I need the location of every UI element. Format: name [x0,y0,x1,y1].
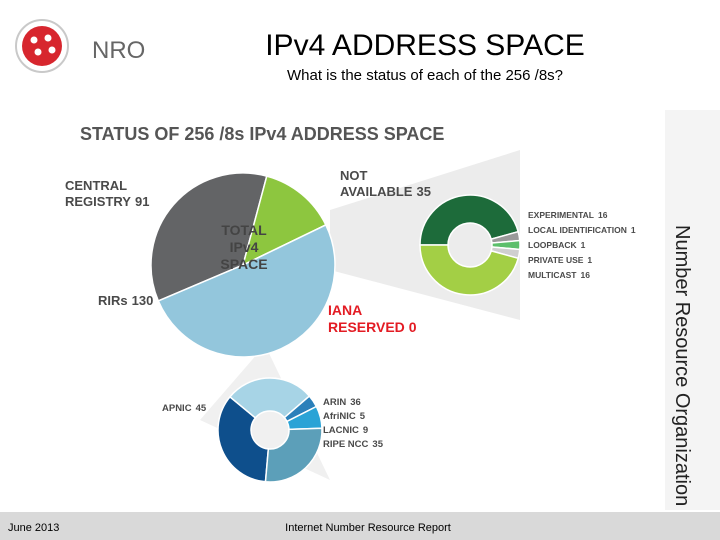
label-part: 5 [359,411,366,422]
label-part: NOT AVAILABLE [340,168,413,199]
slice [150,172,268,302]
label-part: APNIC [162,403,192,414]
slice [217,395,270,483]
label-part: TOTAL IPv4 SPACE [220,222,268,272]
logo-dot [34,48,42,56]
label-part: LACNIC [323,425,359,436]
slice-label: RIRs 130 [98,293,178,309]
center-label: TOTAL IPv4 SPACE [213,222,275,272]
label-part: PRIVATE USE [528,255,584,265]
legend-label: MULTICAST 16 [528,270,678,280]
label-part: EXPERIMENTAL [528,210,594,220]
footer-report: Internet Number Resource Report [285,522,451,534]
legend-label: RIPE NCC 35 [323,439,423,450]
legend-label: LOOPBACK 1 [528,240,678,250]
label-part: ARIN [323,397,347,408]
side-text: Number Resource Organization [671,225,693,506]
footer-date: June 2013 [8,522,59,534]
label-part: RIPE NCC [323,439,369,450]
legend-label: EXPERIMENTAL 16 [528,210,678,220]
legend-label: LOCAL IDENTIFICATION 1 [528,225,678,235]
legend-label: APNIC 45 [162,403,242,414]
logo-disc [22,26,62,66]
logo-dot [44,34,52,42]
label-part: 35 [416,183,431,199]
label-part: 16 [580,270,590,280]
logo: NRO [15,19,145,73]
legend-label: AfriNIC 5 [323,411,423,422]
label-part: 91 [134,193,150,209]
side-band [665,110,720,510]
slice-label: CENTRAL REGISTRY 91 [65,178,195,209]
slide-subtitle: What is the status of each of the 256 /8… [287,67,563,84]
slice [264,427,323,483]
legend-label: PRIVATE USE 1 [528,255,678,265]
label-part: 36 [350,397,361,408]
slice [157,223,336,358]
legend-label: ARIN 36 [323,397,423,408]
label-part: 1 [587,255,593,265]
label-part: MULTICAST [528,270,577,280]
label-part: AfriNIC [323,411,356,422]
chart-title: STATUS OF 256 /8s IPv4 ADDRESS SPACE [80,124,444,144]
logo-text: NRO [92,37,145,64]
slice [241,175,327,267]
logo-ring [15,19,69,73]
label-part: LOOPBACK [528,240,577,250]
label-part: CENTRAL REGISTRY [65,178,131,209]
label-part: 9 [362,425,369,436]
label-part: RIRs [98,293,128,308]
logo-dot [48,46,56,54]
label-part: 0 [408,318,417,335]
legend-label: LACNIC 9 [323,425,423,436]
slice [419,244,520,296]
footer-bar [0,512,720,540]
label-part: 16 [597,210,608,220]
slice [228,377,311,419]
slice-label: NOT AVAILABLE 35 [340,168,450,199]
label-part: 1 [580,240,586,250]
slice [419,194,520,246]
slice-label: IANA RESERVED 0 [328,302,428,336]
slide-title: IPv4 ADDRESS SPACE [265,29,585,62]
label-part: 1 [630,225,636,235]
logo-dot [30,36,38,44]
label-part: IANA RESERVED [328,302,405,335]
label-part: 35 [372,439,383,450]
label-part: 45 [195,403,207,414]
label-part: 130 [131,293,154,308]
label-part: LOCAL IDENTIFICATION [528,225,627,235]
